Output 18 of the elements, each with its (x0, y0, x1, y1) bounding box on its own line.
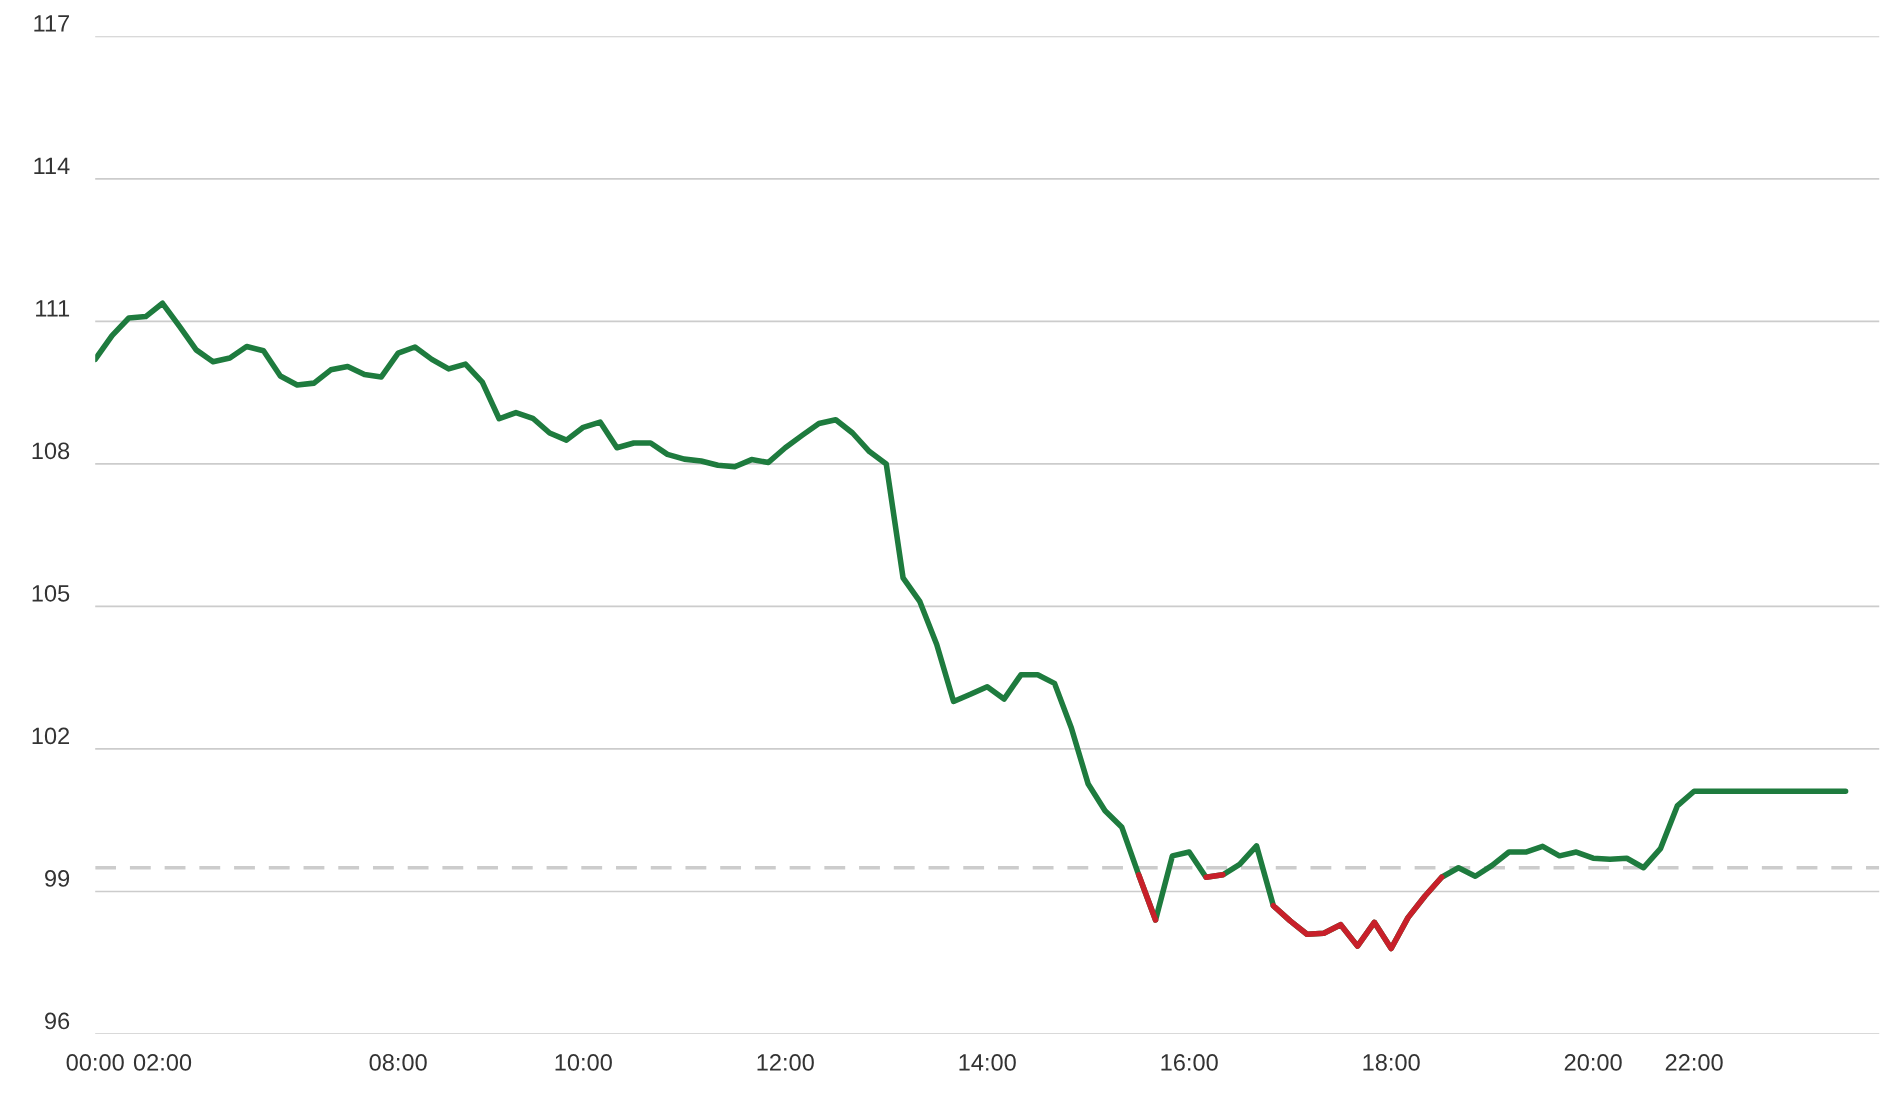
y-tick-label: 102 (32, 727, 70, 745)
x-tick-label: 22:00 (1665, 1054, 1723, 1071)
y-tick-label: 111 (36, 300, 70, 317)
x-tick-label: 14:00 (959, 1054, 1016, 1071)
x-tick-label: 00:00 (66, 1054, 124, 1071)
x-tick-label: 20:00 (1564, 1054, 1622, 1071)
y-tick-label: 105 (32, 585, 70, 602)
y-tick-label: 114 (34, 157, 70, 174)
x-tick-label: 02:00 (133, 1054, 192, 1071)
x-tick-label: 12:00 (757, 1054, 814, 1071)
y-tick-label: 96 (45, 1012, 70, 1030)
x-tick-label: 10:00 (555, 1054, 612, 1071)
x-tick-label: 16:00 (1161, 1054, 1218, 1071)
y-tick-label: 117 (34, 15, 70, 32)
x-tick-label: 18:00 (1363, 1054, 1420, 1071)
x-tick-label: 08:00 (369, 1054, 427, 1071)
y-tick-label: 99 (45, 870, 70, 887)
y-tick-label: 108 (32, 442, 70, 460)
